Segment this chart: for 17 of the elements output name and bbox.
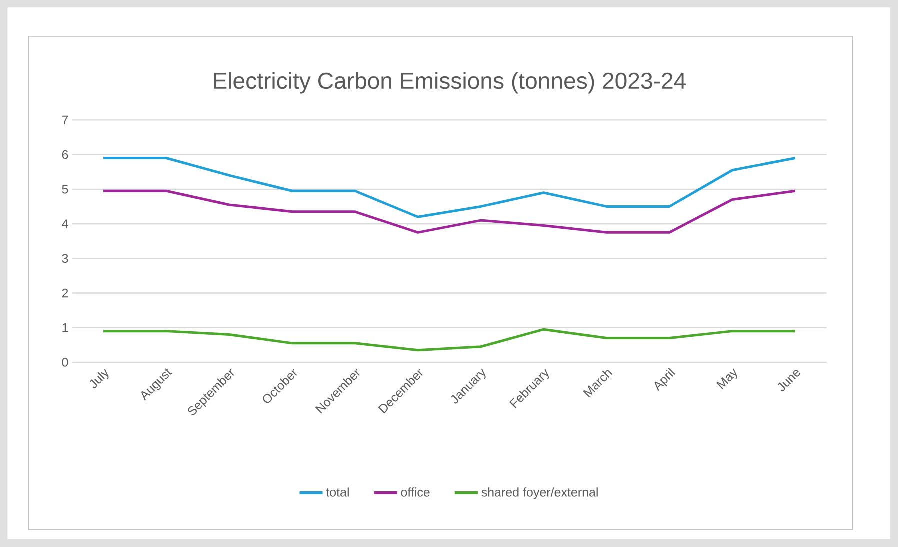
legend-label: total xyxy=(326,488,349,497)
legend-label: shared foyer/external xyxy=(482,488,598,500)
line-series xyxy=(102,328,797,352)
y-tick-label: 6 xyxy=(62,150,68,160)
x-tick-label: May xyxy=(716,368,738,390)
legend-label: office xyxy=(401,488,430,497)
line-series xyxy=(102,156,797,218)
line-series xyxy=(102,190,797,234)
y-tick-label: 0 xyxy=(62,358,68,367)
y-tick-label: 2 xyxy=(62,288,68,298)
y-tick-label: 4 xyxy=(62,220,68,228)
y-tick-label: 7 xyxy=(62,116,68,124)
chart-title: Electricity Carbon Emissions (tonnes) 2023-24 xyxy=(214,72,686,94)
y-tick-label: 5 xyxy=(62,185,68,194)
x-tick-label: July xyxy=(90,368,109,388)
y-tick-label: 1 xyxy=(62,324,68,332)
y-tick-label: 3 xyxy=(62,254,68,264)
